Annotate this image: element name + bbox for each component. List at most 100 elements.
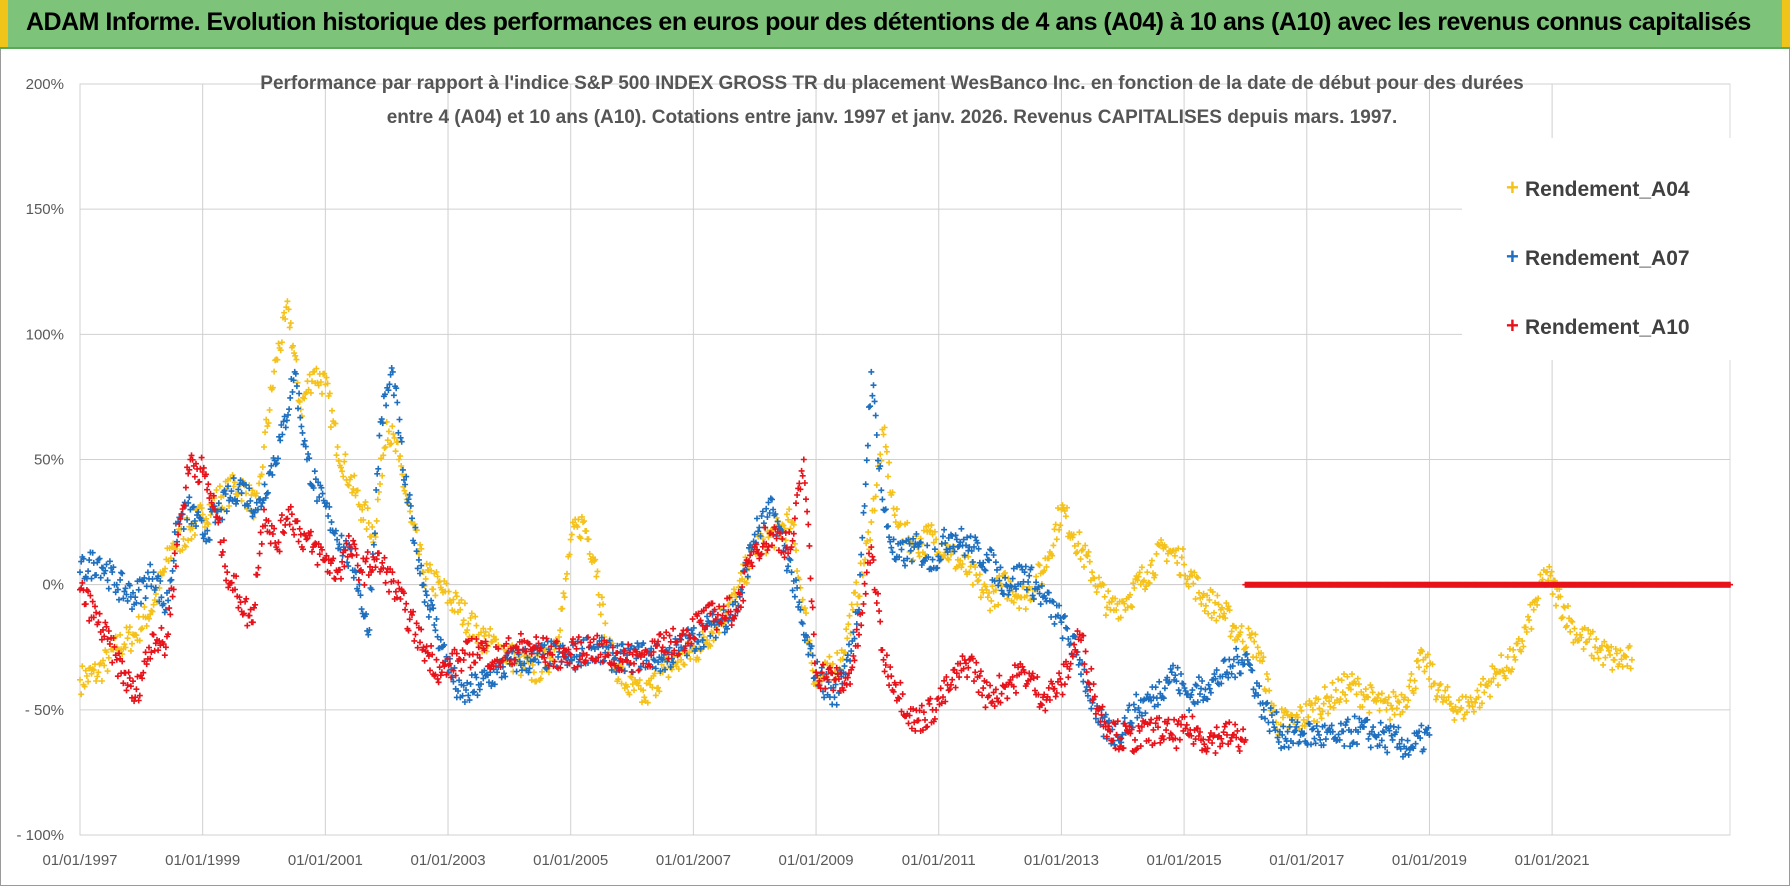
data-point — [383, 569, 390, 576]
scatter-mark — [991, 603, 998, 610]
scatter-mark — [543, 635, 550, 642]
scatter-mark — [286, 521, 293, 528]
scatter-mark — [1312, 740, 1319, 747]
data-point — [150, 569, 157, 576]
scatter-mark — [511, 656, 518, 663]
scatter-mark — [789, 537, 796, 544]
scatter-mark — [895, 694, 902, 701]
scatter-mark — [1158, 537, 1165, 543]
scatter-mark — [1081, 661, 1088, 668]
data-point — [1224, 669, 1230, 676]
data-point — [512, 644, 519, 651]
scatter-mark — [793, 500, 799, 507]
scatter-mark — [566, 650, 573, 657]
scatter-mark — [227, 494, 234, 501]
scatter-mark — [568, 657, 575, 664]
scatter-mark — [1249, 667, 1256, 674]
scatter-mark — [1214, 592, 1221, 599]
data-point — [353, 569, 359, 576]
scatter-mark — [1561, 604, 1568, 611]
scatter-mark — [1171, 552, 1178, 559]
scatter-mark — [959, 653, 966, 660]
scatter-mark — [274, 356, 281, 363]
scatter-mark — [1078, 671, 1084, 678]
scatter-mark — [565, 646, 572, 653]
scatter-mark — [621, 668, 628, 675]
scatter-mark — [796, 599, 803, 606]
scatter-mark — [809, 667, 816, 674]
scatter-mark — [1011, 662, 1018, 669]
data-point — [831, 694, 838, 701]
scatter-mark — [907, 547, 914, 554]
scatter-mark — [125, 629, 132, 636]
scatter-mark — [133, 632, 140, 639]
scatter-mark — [1255, 692, 1262, 699]
scatter-mark — [1240, 726, 1247, 733]
scatter-mark — [821, 694, 828, 701]
scatter-mark — [338, 532, 345, 539]
scatter-mark — [564, 570, 570, 577]
data-point — [402, 481, 409, 488]
scatter-mark — [110, 564, 117, 571]
scatter-mark — [384, 437, 391, 444]
scatter-mark — [82, 601, 89, 607]
data-point — [868, 519, 875, 526]
scatter-mark — [249, 619, 256, 626]
scatter-mark — [896, 554, 903, 561]
scatter-mark — [350, 486, 357, 492]
data-point — [1383, 706, 1390, 713]
scatter-mark — [1036, 562, 1043, 569]
scatter-mark — [944, 549, 951, 556]
scatter-mark — [1076, 529, 1083, 536]
scatter-mark — [992, 587, 999, 594]
scatter-mark — [160, 641, 167, 647]
scatter-mark — [772, 511, 779, 517]
scatter-mark — [1315, 696, 1322, 703]
scatter-mark — [1396, 740, 1403, 747]
scatter-mark — [648, 652, 655, 659]
scatter-mark — [749, 563, 756, 570]
scatter-mark — [1337, 720, 1344, 727]
scatter-mark — [986, 590, 992, 596]
scatter-mark — [156, 638, 163, 644]
scatter-mark — [167, 577, 174, 584]
scatter-mark — [266, 407, 273, 413]
scatter-mark — [1325, 710, 1332, 717]
data-point — [340, 544, 347, 551]
scatter-mark — [222, 563, 228, 570]
scatter-mark — [928, 522, 935, 529]
scatter-mark — [191, 473, 198, 480]
data-point — [1475, 694, 1482, 701]
scatter-mark — [434, 633, 441, 640]
scatter-mark — [386, 381, 393, 388]
data-point — [1512, 656, 1519, 663]
scatter-mark — [1023, 586, 1030, 593]
scatter-mark — [202, 524, 208, 531]
scatter-mark — [848, 601, 855, 608]
scatter-mark — [963, 542, 969, 549]
scatter-mark — [1537, 571, 1544, 578]
scatter-mark — [1202, 602, 1209, 609]
scatter-mark — [783, 511, 790, 518]
scatter-mark — [218, 552, 225, 559]
scatter-mark — [433, 656, 440, 663]
scatter-mark — [383, 402, 390, 409]
scatter-mark — [82, 667, 89, 674]
scatter-mark — [418, 545, 425, 552]
scatter-mark — [416, 551, 422, 558]
scatter-mark — [1487, 693, 1493, 700]
scatter-mark — [1101, 718, 1108, 725]
scatter-mark — [1329, 728, 1336, 735]
scatter-mark — [1412, 685, 1419, 692]
scatter-mark — [1442, 687, 1449, 694]
scatter-mark — [387, 566, 394, 572]
scatter-mark — [765, 543, 772, 550]
scatter-mark — [415, 556, 422, 563]
scatter-mark — [265, 420, 272, 427]
scatter-mark — [402, 490, 409, 497]
scatter-mark — [558, 658, 565, 665]
scatter-mark — [648, 645, 655, 652]
scatter-mark — [261, 481, 268, 488]
scatter-mark — [750, 548, 757, 555]
scatter-mark — [1225, 674, 1232, 681]
